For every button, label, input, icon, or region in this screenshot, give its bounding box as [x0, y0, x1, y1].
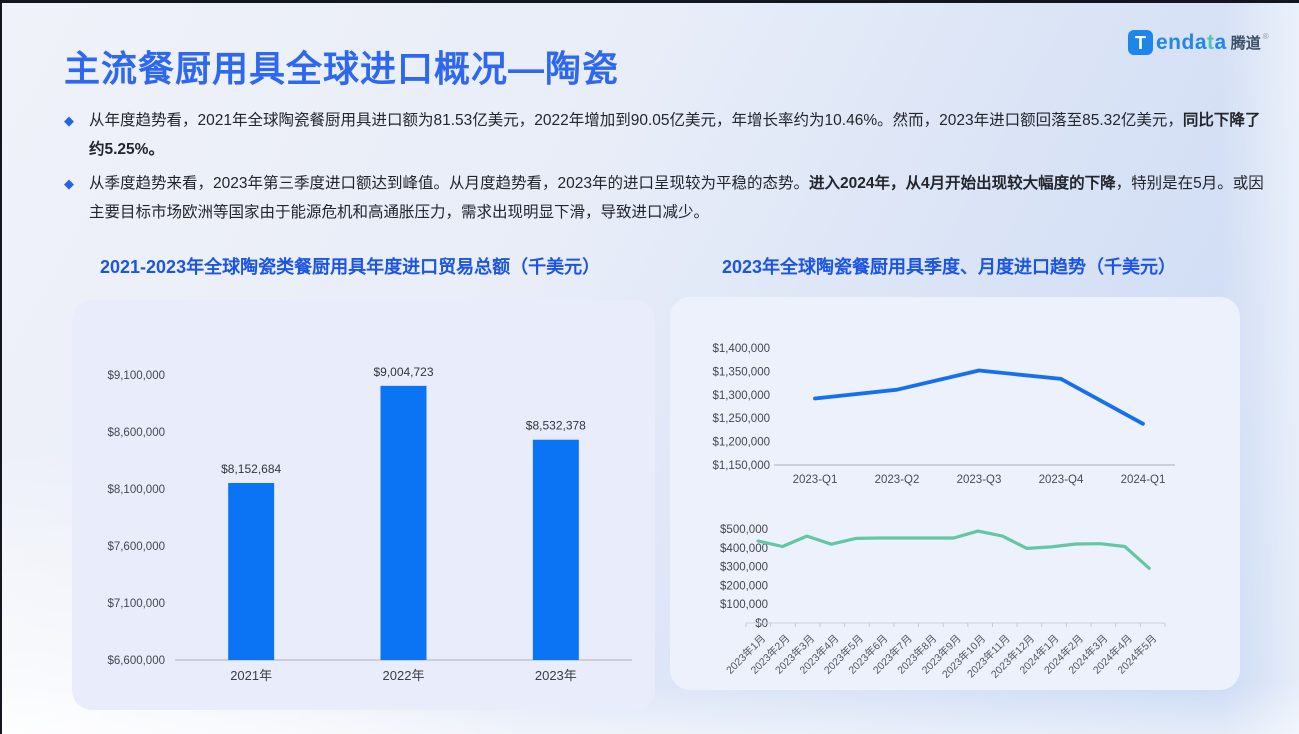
monthly-line-chart: $0 $100,000 $200,000 $300,000 $400,000 $500,0…	[720, 524, 1166, 681]
page-title: 主流餐厨用具全球进口概况—陶瓷	[64, 48, 620, 89]
svg-text:$8,600,000: $8,600,000	[107, 427, 165, 439]
trend-chart-panel: $1,150,000 $1,200,000 $1,250,000 $1,300,000…	[670, 297, 1240, 690]
logo-word-part: enda	[1156, 30, 1208, 54]
svg-text:$7,600,000: $7,600,000	[107, 541, 165, 553]
bullet-annual-trend: ◆ 从年度趋势看，2021年全球陶瓷餐厨用具进口额为81.53亿美元，2022年…	[64, 106, 1264, 164]
summary-bullets: ◆ 从年度趋势看，2021年全球陶瓷餐厨用具进口额为81.53亿美元，2022年…	[64, 106, 1264, 232]
diamond-bullet-icon: ◆	[64, 176, 74, 191]
svg-text:2023-Q4: 2023-Q4	[1039, 474, 1084, 486]
svg-text:$200,000: $200,000	[720, 580, 768, 592]
bullet-quarterly-trend-text: 从季度趋势来看，2023年第三季度进口额达到峰值。从月度趋势看，2023年的进口…	[89, 175, 1264, 221]
svg-text:2024-Q1: 2024-Q1	[1121, 474, 1166, 486]
diamond-bullet-icon: ◆	[64, 113, 74, 128]
tendata-logo-icon: T	[1128, 30, 1153, 55]
svg-text:$7,100,000: $7,100,000	[107, 598, 165, 610]
window-border-top	[0, 0, 1299, 3]
logo-letter: T	[1135, 32, 1146, 53]
svg-text:$1,250,000: $1,250,000	[712, 413, 770, 425]
svg-text:2022年: 2022年	[383, 668, 425, 683]
svg-text:$1,300,000: $1,300,000	[712, 390, 770, 402]
svg-text:2021年: 2021年	[230, 668, 272, 683]
svg-text:$100,000: $100,000	[720, 599, 768, 611]
annual-bar-chart: $6,600,000 $7,100,000 $7,600,000 $8,100,000…	[107, 365, 632, 683]
svg-text:2023-Q2: 2023-Q2	[875, 474, 920, 486]
svg-text:2023年: 2023年	[535, 668, 577, 683]
registered-mark-icon: ®	[1262, 32, 1269, 41]
svg-text:2023-Q1: 2023-Q1	[793, 474, 838, 486]
svg-text:$400,000: $400,000	[720, 543, 768, 555]
window-border-left	[0, 0, 2, 734]
quarterly-line-chart: $1,150,000 $1,200,000 $1,250,000 $1,300,000…	[712, 343, 1175, 486]
svg-text:$300,000: $300,000	[720, 562, 768, 574]
logo-word-part: a	[1214, 30, 1227, 54]
svg-text:$1,350,000: $1,350,000	[712, 366, 770, 378]
annual-chart-title: 2021-2023年全球陶瓷类餐厨用具年度进口贸易总额（千美元）	[100, 257, 601, 277]
svg-text:$6,600,000: $6,600,000	[107, 655, 165, 667]
svg-text:$1,200,000: $1,200,000	[712, 437, 770, 449]
logo-chinese-name: 腾道	[1230, 35, 1261, 52]
svg-text:$8,532,378: $8,532,378	[526, 419, 586, 433]
svg-text:$500,000: $500,000	[720, 524, 768, 536]
svg-text:$0: $0	[755, 618, 768, 630]
bullet-quarterly-trend: ◆ 从季度趋势来看，2023年第三季度进口额达到峰值。从月度趋势看，2023年的…	[64, 169, 1264, 227]
svg-text:$9,004,723: $9,004,723	[373, 365, 433, 379]
svg-text:$9,100,000: $9,100,000	[107, 370, 165, 382]
svg-text:$8,152,684: $8,152,684	[221, 462, 281, 476]
svg-text:$1,400,000: $1,400,000	[712, 343, 770, 355]
logo-wordmark: endata	[1156, 31, 1227, 55]
tendata-logo: T endata 腾道 ®	[1128, 30, 1269, 55]
annual-chart-panel: $6,600,000 $7,100,000 $7,600,000 $8,100,000…	[72, 300, 655, 710]
logo-word-part: t	[1207, 30, 1215, 54]
trend-chart-title: 2023年全球陶瓷餐厨用具季度、月度进口趋势（千美元）	[722, 257, 1177, 277]
svg-text:2023-Q3: 2023-Q3	[957, 474, 1002, 486]
bullet-annual-trend-text: 从年度趋势看，2021年全球陶瓷餐厨用具进口额为81.53亿美元，2022年增加…	[89, 112, 1261, 158]
svg-text:$8,100,000: $8,100,000	[107, 484, 165, 496]
svg-text:$1,150,000: $1,150,000	[712, 460, 770, 472]
